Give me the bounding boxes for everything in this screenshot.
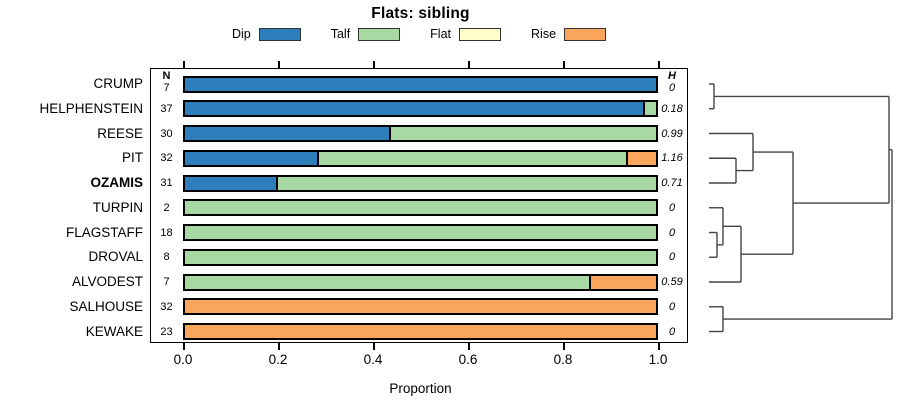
h-value: 0.59 xyxy=(661,276,683,288)
n-value: 32 xyxy=(160,300,173,313)
row-label: OZAMIS xyxy=(90,175,144,190)
row-label: FLAGSTAFF xyxy=(65,224,143,240)
x-axis-tick-top xyxy=(658,61,660,68)
x-axis-tick-bottom xyxy=(658,343,660,350)
x-axis-tick-label: 0.4 xyxy=(363,352,383,367)
n-value: 31 xyxy=(160,177,173,189)
x-axis-tick-bottom xyxy=(563,343,565,350)
legend-item-rise: Rise xyxy=(531,27,607,41)
h-column-header: H xyxy=(668,70,676,82)
bar-segment-dip xyxy=(185,77,656,91)
x-axis-tick-label: 0.0 xyxy=(173,352,193,367)
stacked-bar xyxy=(183,224,658,241)
bar-segment-dip xyxy=(185,176,277,190)
legend-label: Dip xyxy=(231,27,251,41)
stacked-bar xyxy=(183,298,658,316)
n-value: 7 xyxy=(163,276,170,288)
bar-segment-talf xyxy=(185,275,589,289)
stacked-bar xyxy=(183,125,658,142)
stacked-bar xyxy=(183,248,658,266)
bar-segment-dip xyxy=(185,102,644,116)
h-value: 0.18 xyxy=(661,102,683,115)
row-label: CRUMP xyxy=(93,76,144,91)
h-value: 0 xyxy=(668,226,676,239)
legend-swatch-flat xyxy=(459,27,502,41)
bar-segment-rise xyxy=(588,275,656,289)
n-value: 32 xyxy=(160,152,173,165)
x-axis-tick-label: 0.2 xyxy=(268,352,288,367)
h-value: 0.99 xyxy=(661,127,683,140)
bar-segment-dip xyxy=(185,127,389,140)
legend-swatch-talf xyxy=(358,27,401,41)
n-value: 2 xyxy=(163,201,170,214)
row-label: PIT xyxy=(121,150,143,166)
bar-segment-talf xyxy=(276,176,656,190)
stacked-bar xyxy=(183,100,658,118)
x-axis-tick-bottom xyxy=(183,343,185,350)
row-label: REESE xyxy=(97,125,143,141)
stacked-bar xyxy=(183,199,658,217)
x-axis-tick-top xyxy=(563,61,565,68)
h-value: 0 xyxy=(668,201,676,214)
x-axis-tick-top xyxy=(183,61,185,68)
stacked-bar xyxy=(183,149,658,167)
bar-segment-talf xyxy=(317,151,627,165)
legend-swatch-rise xyxy=(564,27,607,41)
row-label: TURPIN xyxy=(92,199,143,215)
x-axis-tick-bottom xyxy=(278,343,280,350)
x-axis-tick-label: 0.8 xyxy=(553,352,573,367)
legend-item-dip: Dip xyxy=(232,27,301,41)
n-value: 37 xyxy=(160,102,173,115)
bar-segment-talf xyxy=(643,102,656,116)
x-axis-tick-label: 0.6 xyxy=(458,352,478,367)
row-label: ALVODEST xyxy=(71,274,143,289)
chart-title: Flats: sibling xyxy=(371,5,470,22)
legend-swatch-dip xyxy=(258,27,301,41)
row-label: SALHOUSE xyxy=(69,298,143,314)
x-axis-tick-bottom xyxy=(468,343,470,350)
bar-segment-rise xyxy=(626,151,656,165)
n-value: 30 xyxy=(160,127,173,140)
legend-label: Rise xyxy=(531,27,557,41)
h-value: 1.16 xyxy=(661,152,683,165)
n-value: 23 xyxy=(160,325,173,338)
legend-item-talf: Talf xyxy=(330,27,401,41)
stacked-bar xyxy=(183,323,658,340)
x-axis-label: Proportion xyxy=(389,381,452,396)
legend-label: Flat xyxy=(430,27,452,41)
stacked-bar xyxy=(183,75,658,93)
bar-segment-dip xyxy=(185,151,318,165)
stacked-bar xyxy=(183,273,658,291)
x-axis-tick-bottom xyxy=(373,343,375,350)
h-value: 0 xyxy=(668,251,676,264)
n-value: 8 xyxy=(163,251,170,264)
bar-segment-talf xyxy=(388,127,656,140)
bar-segment-talf xyxy=(185,250,656,264)
row-label: DROVAL xyxy=(88,249,143,265)
legend-label: Talf xyxy=(330,27,351,41)
legend: Dip Talf Flat Rise xyxy=(150,25,688,43)
bar-segment-rise xyxy=(185,300,656,314)
bar-segment-talf xyxy=(185,226,656,239)
x-axis-tick-top xyxy=(278,61,280,68)
x-axis-tick-top xyxy=(373,61,375,68)
bar-segment-talf xyxy=(185,201,656,215)
bar-segment-rise xyxy=(185,325,656,338)
h-value: 0.71 xyxy=(661,177,683,189)
n-value: 18 xyxy=(160,226,173,239)
legend-item-flat: Flat xyxy=(430,27,502,41)
row-label: HELPHENSTEIN xyxy=(39,100,143,116)
h-value: 0 xyxy=(668,325,676,338)
h-value: 0 xyxy=(668,300,676,313)
x-axis-tick-top xyxy=(468,61,470,68)
x-axis-tick-label: 1.0 xyxy=(648,352,668,367)
row-label: KEWAKE xyxy=(85,323,143,339)
n-column-header: N xyxy=(162,70,171,82)
stacked-bar xyxy=(183,174,658,192)
